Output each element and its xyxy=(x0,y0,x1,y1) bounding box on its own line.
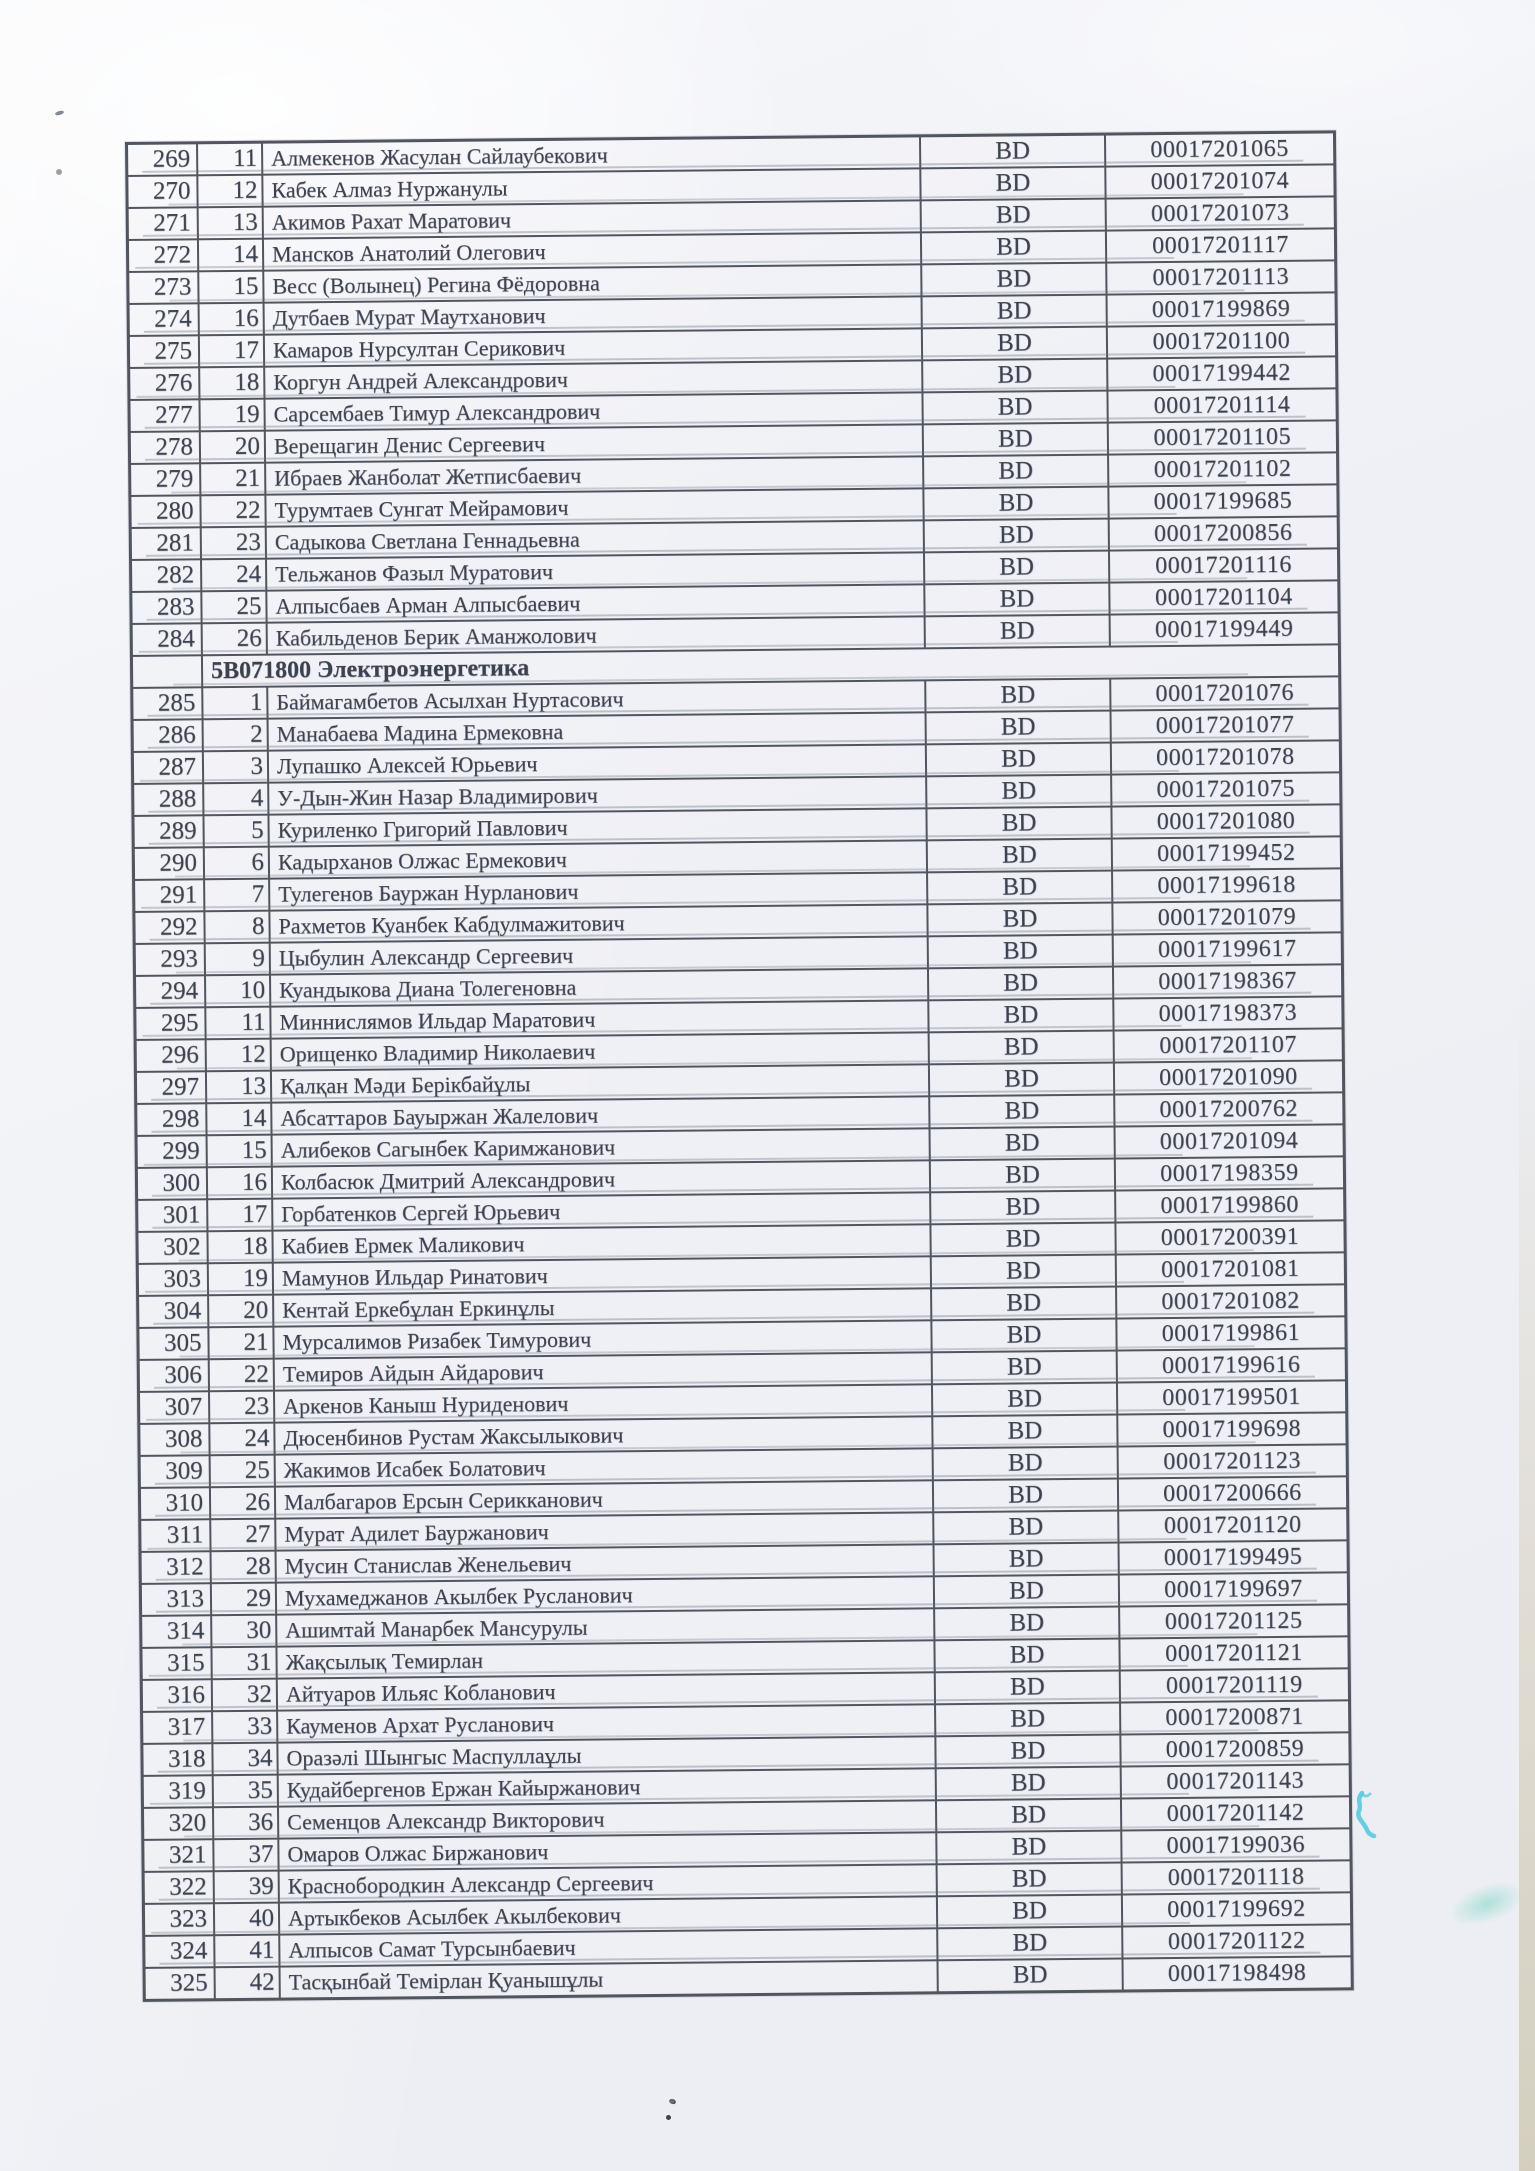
row-number-cell: 279 xyxy=(131,464,202,495)
row-number-cell: 305 xyxy=(139,1328,210,1359)
scan-edge-shadow xyxy=(1519,980,1535,2171)
group-number-cell: 24 xyxy=(210,1423,276,1455)
row-number-cell: 314 xyxy=(142,1616,213,1647)
group-number-cell: 27 xyxy=(211,1519,277,1551)
id-number-cell: 00017201078 xyxy=(1156,743,1295,771)
group-number-cell: 33 xyxy=(213,1711,279,1743)
row-number-cell: 287 xyxy=(133,752,205,783)
group-number-cell: 15 xyxy=(207,1135,273,1167)
row-number-cell: 296 xyxy=(136,1040,207,1071)
scan-speck xyxy=(56,169,62,175)
row-number-cell: 317 xyxy=(143,1712,214,1743)
group-number-cell: 18 xyxy=(208,1231,274,1263)
row-number-cell: 293 xyxy=(135,944,206,975)
row-number-cell: 320 xyxy=(144,1808,215,1839)
group-number-cell: 24 xyxy=(202,559,268,591)
group-number-cell: 21 xyxy=(201,463,267,495)
row-number-cell: 290 xyxy=(134,848,206,879)
status-cell: BD xyxy=(938,1959,1124,1992)
group-number-cell: 30 xyxy=(212,1615,278,1647)
row-number-cell: 299 xyxy=(137,1136,208,1167)
id-number-cell: 00017201094 xyxy=(1159,1127,1299,1155)
group-number-cell: 21 xyxy=(209,1327,275,1359)
row-number-cell: 325 xyxy=(145,1968,216,1999)
pen-mark-icon xyxy=(1356,1790,1377,1839)
table-row: 325 42 Тасқынбай Темірлан Қуанышұлы BD 00017… xyxy=(145,1955,1351,1999)
group-number-cell: 40 xyxy=(214,1903,281,1935)
row-number-cell: 276 xyxy=(130,368,201,399)
ink-smudge xyxy=(1443,1874,1525,1936)
group-number-cell: 36 xyxy=(213,1807,280,1839)
scan-speck xyxy=(666,2115,671,2120)
group-number-cell: 18 xyxy=(200,367,266,399)
id-number-cell: 00017199442 xyxy=(1152,359,1292,387)
roster-table: 269 11 Алмекенов Жасулан Сайлаубекович BD 00… xyxy=(125,130,1354,2002)
row-number-cell: 323 xyxy=(144,1904,216,1935)
group-number-cell: 6 xyxy=(204,847,271,879)
group-number-cell: 42 xyxy=(215,1967,281,1999)
row-number-cell: 273 xyxy=(129,272,200,303)
row-number-cell: 282 xyxy=(132,560,203,591)
row-number-cell: 308 xyxy=(140,1424,211,1455)
group-number-cell: 3 xyxy=(203,751,270,783)
scan-speck xyxy=(668,2097,677,2106)
id-number-cell: 00017199692 xyxy=(1167,1895,1306,1923)
id-number-cell: 00017201120 xyxy=(1163,1511,1302,1539)
row-number-cell: 302 xyxy=(138,1232,209,1263)
id-number-cell: 00017198498 xyxy=(1167,1959,1307,1987)
group-number-cell: 12 xyxy=(198,175,264,207)
scan-speck xyxy=(54,109,65,117)
row-number-cell: 270 xyxy=(128,176,199,207)
group-number-cell: 15 xyxy=(199,271,265,303)
group-number-cell: 12 xyxy=(206,1039,272,1071)
group-number-cell: 9 xyxy=(205,943,271,975)
full-name-cell: Тасқынбай Темірлан Қуанышұлы xyxy=(280,1961,939,1998)
row-number-cell xyxy=(132,656,204,687)
row-number-cell: 311 xyxy=(141,1520,212,1551)
